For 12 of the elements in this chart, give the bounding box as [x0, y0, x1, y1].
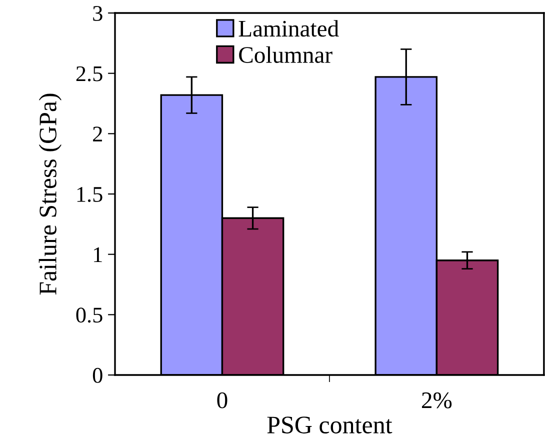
- y-tick-label: 0: [92, 368, 102, 383]
- y-axis-title: Failure Stress (GPa): [38, 94, 62, 295]
- y-tick-label: 3: [93, 6, 102, 21]
- y-tick-label: 2.5: [76, 66, 102, 82]
- y-tick-label: 1.5: [77, 187, 102, 202]
- y-tick-label: 1: [94, 247, 102, 262]
- y-tick-label: 2: [93, 126, 102, 142]
- y-tick-label: 0.5: [76, 308, 102, 323]
- legend-label: Laminated: [238, 20, 339, 37]
- x-axis-title: PSG content: [267, 416, 392, 434]
- legend-label: Columnar: [239, 46, 332, 63]
- x-tick-label: 2%: [422, 392, 452, 408]
